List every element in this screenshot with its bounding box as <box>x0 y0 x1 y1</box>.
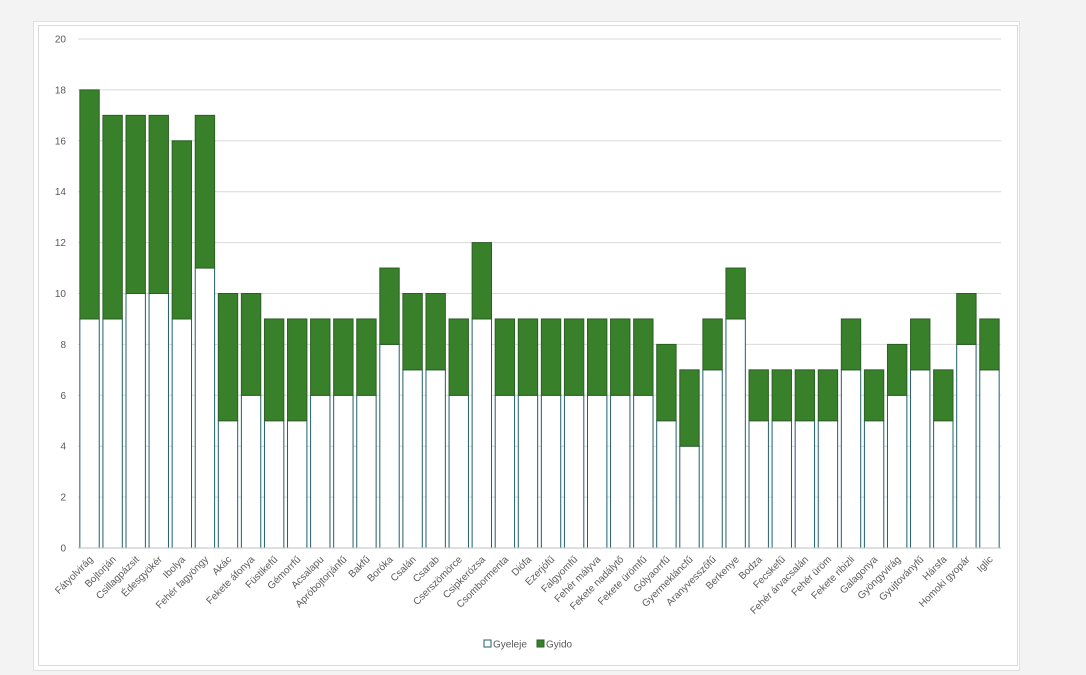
y-tick-label: 14 <box>55 187 67 198</box>
bar-gyido <box>633 318 654 396</box>
y-tick-label: 6 <box>60 391 66 402</box>
bar-gyido <box>194 114 216 269</box>
bar-gyeleje <box>125 293 146 549</box>
bar-gyido <box>125 114 146 294</box>
bar-gyeleje <box>956 343 977 549</box>
bar-gyido <box>563 318 585 396</box>
y-tick-label: 18 <box>55 85 67 96</box>
bar-gyido <box>794 369 816 422</box>
bar-gyido <box>840 318 862 371</box>
y-tick-label: 20 <box>55 35 67 46</box>
bar-gyeleje <box>817 420 839 549</box>
bar-gyeleje <box>910 369 931 549</box>
bar-gyeleje <box>148 293 169 549</box>
bar-gyeleje <box>494 394 516 549</box>
y-tick-label: 16 <box>55 136 67 147</box>
bar-gyido <box>656 343 677 422</box>
bar-gyido <box>586 318 608 396</box>
bar-gyeleje <box>79 318 100 549</box>
bar-gyido <box>102 114 123 320</box>
y-tick-label: 10 <box>55 289 67 300</box>
bar-gyeleje <box>194 267 216 549</box>
bar-gyeleje <box>379 343 400 549</box>
bar-gyeleje <box>102 318 123 549</box>
y-tick-label: 12 <box>55 238 67 249</box>
bar-gyido <box>910 318 931 371</box>
bar-gyeleje <box>933 420 954 549</box>
legend-label: Gyido <box>546 640 573 651</box>
y-tick-label: 4 <box>60 442 66 453</box>
bar-gyeleje <box>471 318 493 549</box>
bar-gyido <box>863 369 885 422</box>
bar-gyido <box>517 318 539 396</box>
bar-gyido <box>471 242 493 320</box>
bar-gyido <box>494 318 516 396</box>
bar-gyido <box>540 318 562 396</box>
legend-label: Gyeleje <box>493 640 527 651</box>
bar-gyido <box>287 318 308 422</box>
bar-gyido <box>771 369 792 422</box>
y-tick-label: 8 <box>60 340 66 351</box>
y-tick-label: 0 <box>60 544 66 555</box>
bar-gyido <box>217 293 239 422</box>
y-tick-label: 2 <box>60 493 66 504</box>
bar-gyeleje <box>402 369 423 549</box>
bar-gyido <box>679 369 700 447</box>
bar-gyeleje <box>171 318 193 549</box>
bar-gyido <box>379 267 400 345</box>
bar-gyeleje <box>563 394 585 549</box>
bar-gyido <box>333 318 354 396</box>
bar-gyido <box>817 369 839 422</box>
bar-gyido <box>240 293 262 396</box>
bar-gyido <box>702 318 723 371</box>
bar-gyeleje <box>240 394 262 549</box>
bar-gyeleje <box>217 420 239 549</box>
bar-gyido <box>148 114 169 294</box>
bar-gyeleje <box>263 420 285 549</box>
bar-gyido <box>956 293 977 345</box>
bar-gyeleje <box>333 394 354 549</box>
bar-gyido <box>748 369 769 422</box>
bar-gyeleje <box>886 394 908 549</box>
bar-gyeleje <box>540 394 562 549</box>
bar-gyido <box>425 293 446 371</box>
bar-gyeleje <box>863 420 885 549</box>
x-tick-label: Iglic <box>975 554 995 574</box>
bar-gyeleje <box>794 420 816 549</box>
bar-gyido <box>933 369 954 422</box>
bar-gyeleje <box>748 420 769 549</box>
bar-gyido <box>310 318 331 396</box>
bar-gyeleje <box>586 394 608 549</box>
bar-gyido <box>263 318 285 422</box>
bar-gyido <box>886 343 908 396</box>
bar-gyeleje <box>610 394 631 549</box>
bar-gyido <box>79 89 100 320</box>
bar-gyeleje <box>310 394 331 549</box>
bar-gyeleje <box>679 445 700 549</box>
bar-gyeleje <box>448 394 469 549</box>
bar-gyido <box>725 267 746 320</box>
bar-gyeleje <box>633 394 654 549</box>
bar-gyeleje <box>517 394 539 549</box>
bar-gyeleje <box>656 420 677 549</box>
bar-gyido <box>171 140 193 320</box>
bar-gyido <box>448 318 469 396</box>
bar-gyeleje <box>979 369 1000 549</box>
bar-gyido <box>610 318 631 396</box>
bar-gyido <box>402 293 423 371</box>
bar-gyido <box>979 318 1000 371</box>
bar-gyeleje <box>356 394 377 549</box>
bar-gyeleje <box>702 369 723 549</box>
bar-gyeleje <box>771 420 792 549</box>
bar-gyeleje <box>287 420 308 549</box>
legend-swatch <box>536 639 545 648</box>
bar-gyeleje <box>840 369 862 549</box>
bar-gyido <box>356 318 377 396</box>
legend-swatch <box>483 639 492 648</box>
bar-gyeleje <box>425 369 446 549</box>
bar-gyeleje <box>725 318 746 549</box>
